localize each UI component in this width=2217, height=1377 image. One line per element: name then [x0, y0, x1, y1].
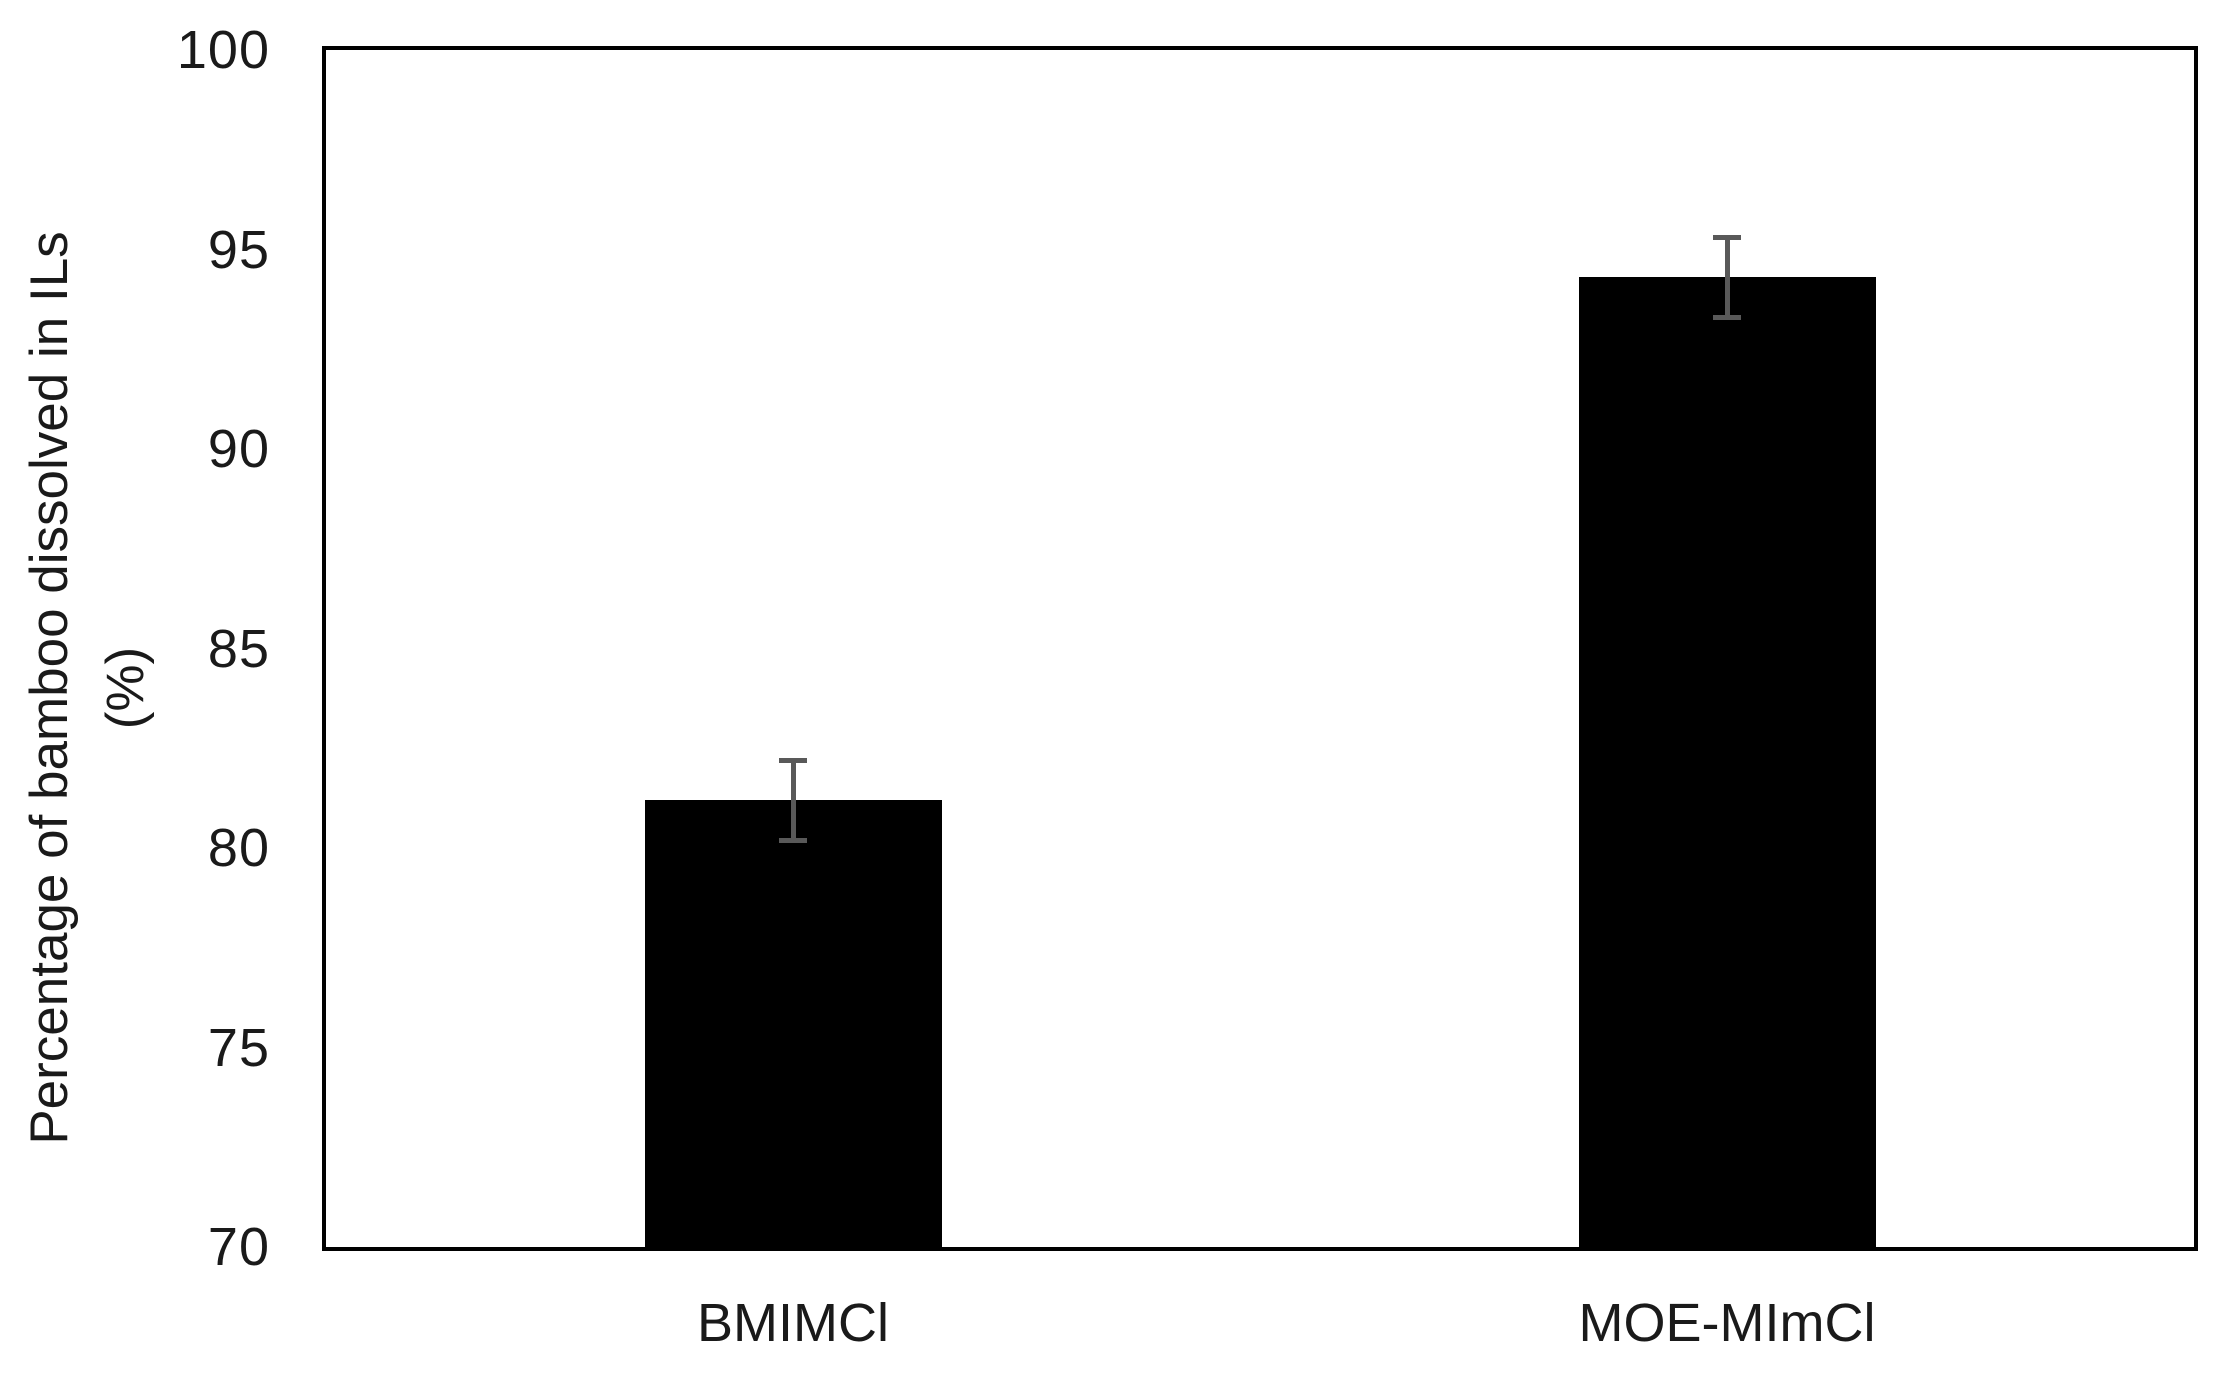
plot-area: [326, 50, 2194, 1247]
error-bar-cap-bottom-BMIMCl: [779, 837, 807, 843]
y-axis-title-line-1: Percentage of bamboo dissolved in ILs: [20, 231, 79, 1145]
bar-MOE-MImCl: [1578, 277, 1876, 1247]
y-axis-tick-label-75: 75: [207, 1017, 270, 1078]
error-bar-cap-bottom-MOE-MImCl: [1713, 314, 1741, 320]
y-axis-tick-label-80: 80: [207, 818, 270, 878]
error-bar-line-BMIMCl: [790, 760, 796, 841]
y-axis-title-line-2: (%): [96, 646, 155, 730]
y-axis-tick-label-95: 95: [207, 219, 270, 280]
plot-frame: [322, 46, 2198, 1251]
error-bar-cap-top-BMIMCl: [779, 757, 807, 763]
y-axis-title: Percentage of bamboo dissolved in ILs (%…: [12, 231, 164, 1144]
y-axis-tick-label-90: 90: [207, 419, 270, 479]
y-axis-tick-label-70: 70: [207, 1217, 270, 1277]
bar-BMIMCl: [644, 800, 942, 1247]
x-axis-label-MOE-MImCl: MOE-MImCl: [1578, 1293, 1876, 1353]
error-bar-line-MOE-MImCl: [1724, 237, 1730, 318]
x-axis-label-BMIMCl: BMIMCl: [697, 1293, 889, 1353]
y-axis-tick-label-100: 100: [176, 20, 270, 80]
error-bar-cap-top-MOE-MImCl: [1713, 235, 1741, 241]
y-axis-tick-label-85: 85: [207, 618, 270, 679]
